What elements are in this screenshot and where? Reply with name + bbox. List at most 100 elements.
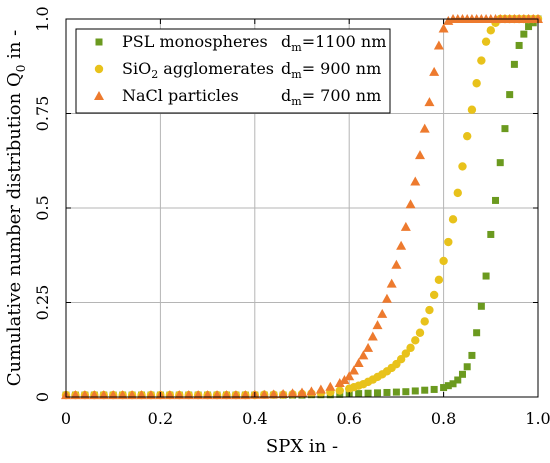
- y-tick-label: 0.25: [33, 285, 52, 321]
- data-point: [306, 386, 317, 396]
- data-point: [381, 293, 392, 303]
- data-point: [477, 302, 485, 310]
- data-point: [297, 387, 307, 397]
- data-point: [439, 256, 448, 266]
- data-point: [473, 329, 481, 337]
- legend-marker: [94, 91, 104, 100]
- data-point: [434, 275, 444, 285]
- data-point: [506, 91, 514, 99]
- data-point: [358, 350, 369, 360]
- data-point: [501, 125, 509, 133]
- data-point: [481, 37, 491, 46]
- data-point: [391, 259, 402, 269]
- legend-items: PSL monospheres dm=1100 nm SiO2 agglomerat…: [94, 32, 386, 108]
- data-point: [420, 317, 429, 326]
- data-point: [486, 26, 495, 35]
- data-point: [429, 66, 440, 76]
- x-tick-label: 1.0: [525, 409, 550, 428]
- data-point: [400, 221, 411, 231]
- data-point: [401, 349, 411, 358]
- data-point: [424, 97, 435, 107]
- x-tick-label: 0.4: [242, 409, 267, 428]
- data-point: [377, 308, 388, 318]
- legend-marker: [94, 64, 104, 74]
- data-point: [438, 23, 449, 33]
- data-point: [287, 388, 298, 398]
- data-point: [386, 278, 397, 288]
- data-point: [325, 381, 336, 391]
- data-point: [344, 371, 355, 381]
- data-point: [492, 196, 500, 204]
- data-point: [415, 150, 425, 160]
- data-point: [520, 30, 528, 38]
- data-point: [525, 23, 533, 31]
- data-point: [454, 376, 462, 384]
- data-point: [396, 240, 407, 250]
- data-point: [477, 56, 486, 65]
- data-point: [406, 343, 415, 353]
- data-point: [315, 384, 326, 394]
- data-point: [510, 60, 518, 68]
- data-point: [339, 374, 350, 384]
- legend-dm-label: dm=1100 nm: [281, 32, 386, 54]
- legend-label: NaCl particles: [122, 86, 239, 105]
- y-axis-title-subscript: 0: [14, 65, 28, 73]
- x-tick-label: 0.8: [431, 409, 456, 428]
- y-tick-label: 1.0: [33, 6, 52, 31]
- x-axis-title: SPX in -: [266, 436, 338, 457]
- data-point: [429, 290, 439, 300]
- data-point: [472, 79, 481, 88]
- data-point: [458, 162, 467, 171]
- data-point: [411, 336, 420, 345]
- x-tick-label: 0.6: [336, 409, 361, 428]
- data-point: [367, 331, 378, 341]
- data-point: [355, 390, 363, 398]
- data-point: [468, 351, 476, 359]
- data-point: [405, 199, 416, 209]
- data-point: [467, 105, 477, 114]
- y-tick-label: 0: [33, 392, 52, 402]
- data-point: [374, 389, 382, 397]
- data-point: [396, 355, 406, 364]
- data-point: [278, 388, 289, 398]
- y-axis-title-main: Cumulative number distribution Q: [4, 72, 25, 386]
- data-point: [372, 320, 383, 330]
- data-point: [410, 176, 421, 186]
- legend-dm-label: dm= 900 nm: [281, 59, 381, 81]
- data-point: [402, 388, 410, 396]
- data-point: [463, 363, 471, 371]
- data-point: [411, 387, 419, 395]
- data-point: [335, 386, 344, 395]
- data-point: [363, 342, 374, 352]
- data-point: [383, 388, 391, 396]
- data-point: [433, 40, 444, 50]
- data-point: [444, 382, 452, 390]
- legend-item: SiO2 agglomerates dm= 900 nm: [94, 59, 381, 81]
- data-point: [458, 370, 466, 378]
- data-point: [353, 357, 364, 367]
- legend: PSL monospheres dm=1100 nm SiO2 agglomerat…: [75, 28, 391, 114]
- legend-label: SiO2 agglomerates: [122, 59, 274, 81]
- y-axis-title-suffix: in -: [4, 30, 25, 65]
- data-point: [453, 188, 462, 198]
- data-point: [364, 389, 372, 397]
- data-point: [334, 378, 345, 388]
- data-point: [268, 389, 279, 399]
- y-tick-label: 0.75: [33, 96, 52, 132]
- legend-box: [75, 28, 391, 114]
- x-tick-label: 0.2: [148, 409, 173, 428]
- data-point: [392, 388, 400, 396]
- x-tick-label: 0: [61, 409, 71, 428]
- data-point: [425, 305, 434, 315]
- data-point: [496, 159, 504, 167]
- data-point: [348, 365, 359, 375]
- data-point: [430, 385, 438, 393]
- data-point: [449, 380, 457, 388]
- y-axis-title: Cumulative number distribution Q0 in -: [4, 30, 28, 386]
- y-tick-label: 0.5: [33, 195, 52, 220]
- axis-ticks: 0 0.2 0.4 0.6 0.8 1.0 0 0.25 0.5 0.75 1.0: [33, 6, 550, 428]
- legend-marker: [95, 38, 103, 46]
- legend-dm-label: dm= 700 nm: [281, 86, 381, 108]
- legend-item: NaCl particles dm= 700 nm: [94, 86, 381, 108]
- data-point: [419, 123, 430, 133]
